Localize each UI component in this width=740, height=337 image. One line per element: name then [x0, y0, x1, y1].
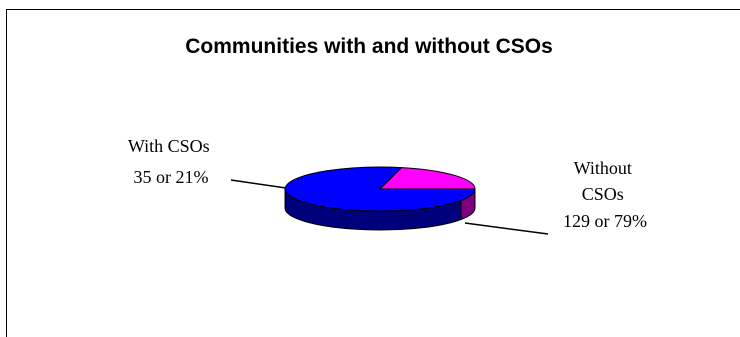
label-line: 129 or 79%: [563, 211, 647, 231]
slice-with-csos: [378, 167, 476, 190]
data-label-with-csos: With CSOs 35 or 21%: [128, 136, 214, 187]
slice-without-csos: [284, 166, 476, 212]
chart-title: Communities with and without CSOs: [185, 35, 553, 58]
label-line: With CSOs: [128, 136, 210, 156]
label-line: Without: [574, 158, 632, 178]
leader-line-without-csos: [464, 222, 549, 235]
pie-tops: [284, 166, 476, 212]
label-line: 35 or 21%: [134, 167, 209, 187]
leader-line-with-csos: [230, 179, 287, 189]
label-line: CSOs: [582, 184, 624, 204]
data-label-without-csos: Without CSOs 129 or 79%: [563, 158, 647, 231]
